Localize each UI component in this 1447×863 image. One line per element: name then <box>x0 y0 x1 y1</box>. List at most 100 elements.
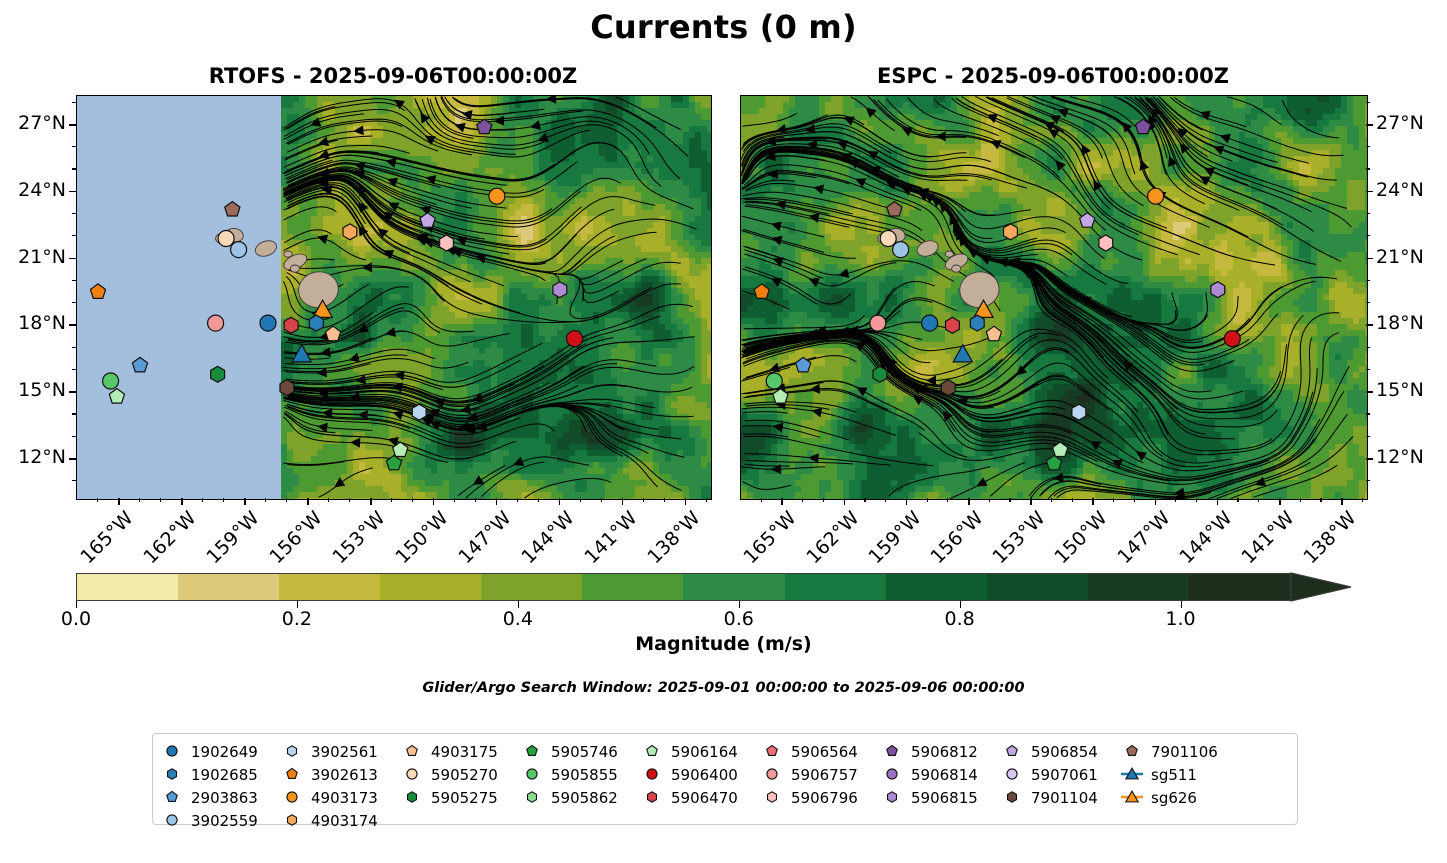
platform-marker-5906812[interactable] <box>1134 118 1152 135</box>
legend-item[interactable]: 5906164 <box>641 740 759 763</box>
platform-marker-1902685[interactable] <box>969 314 985 332</box>
platform-marker-3902559[interactable] <box>892 241 910 259</box>
platform-marker-sg511[interactable] <box>952 343 974 363</box>
platform-marker-7901104[interactable] <box>279 379 295 397</box>
platform-marker-5906400[interactable] <box>565 330 584 348</box>
platform-marker-3902613[interactable] <box>89 283 107 299</box>
platform-marker-sg626[interactable] <box>312 298 334 318</box>
legend-item[interactable]: 5906757 <box>761 763 879 786</box>
platform-marker-4903173[interactable] <box>1147 187 1165 205</box>
platform-marker-4903175[interactable] <box>985 325 1003 342</box>
x-minor-tickmark <box>600 498 603 502</box>
platform-marker-5906400[interactable] <box>1223 330 1241 348</box>
streamline <box>949 462 1026 499</box>
platform-marker-5905275[interactable] <box>210 365 226 383</box>
legend-item[interactable]: 5907061 <box>1001 763 1119 786</box>
platform-marker-7901106[interactable] <box>223 200 241 217</box>
legend-item[interactable]: 3902613 <box>281 763 399 786</box>
platform-marker-1902649[interactable] <box>921 314 939 332</box>
legend-marker-hexagon-icon <box>401 786 427 809</box>
legend-item[interactable]: 5905270 <box>401 763 519 786</box>
legend-item[interactable]: 1902685 <box>161 763 279 786</box>
legend-label: 7901106 <box>1151 742 1218 761</box>
platform-marker-sg511[interactable] <box>291 343 313 363</box>
streamline <box>745 179 795 191</box>
platform-marker-5906757[interactable] <box>869 314 887 332</box>
legend-item[interactable]: 5906815 <box>881 786 999 809</box>
platform-marker-sg626[interactable] <box>972 298 995 318</box>
platform-marker-5905270[interactable] <box>217 229 235 248</box>
platform-marker-5906812[interactable] <box>475 118 493 135</box>
legend-item[interactable]: 4903175 <box>401 740 519 763</box>
platform-marker-5905855[interactable] <box>765 372 783 390</box>
platform-marker-4903174[interactable] <box>1002 223 1018 241</box>
legend-item[interactable]: 5906796 <box>761 786 879 809</box>
platform-marker-2903863[interactable] <box>794 356 812 373</box>
x-minor-tickmark <box>885 498 887 502</box>
platform-marker-1902649[interactable] <box>259 314 277 332</box>
platform-marker-5905746[interactable] <box>1045 454 1063 471</box>
legend-item[interactable]: 5906400 <box>641 763 759 786</box>
legend-marker-pentagon-icon <box>1121 740 1147 763</box>
platform-marker-5906815[interactable] <box>1210 281 1226 299</box>
platform-marker-3902613[interactable] <box>753 283 771 299</box>
streamline <box>283 357 469 373</box>
platform-marker-5906796[interactable] <box>1098 234 1114 252</box>
legend-item[interactable]: 7901106 <box>1121 740 1271 763</box>
legend-item[interactable]: 1902649 <box>161 740 279 763</box>
platform-marker-7901104[interactable] <box>940 379 956 397</box>
legend-marker-circle-icon <box>521 763 547 786</box>
map-panel-rtofs[interactable] <box>76 95 712 500</box>
platform-marker-5906470[interactable] <box>944 316 960 334</box>
legend-item[interactable]: 4903173 <box>281 786 399 809</box>
platform-marker-5906757[interactable] <box>207 314 225 332</box>
platform-marker-5905746[interactable] <box>385 454 403 471</box>
platform-marker-3902559[interactable] <box>230 241 248 259</box>
streamline <box>1053 390 1345 499</box>
legend-item[interactable]: 5906564 <box>761 740 879 763</box>
platform-marker-4903175[interactable] <box>324 325 342 342</box>
legend-item[interactable]: 7901104 <box>1001 786 1119 809</box>
legend-item[interactable]: 5905275 <box>401 786 519 809</box>
platform-marker-5906854[interactable] <box>419 211 436 228</box>
platform-marker-2903863[interactable] <box>131 356 149 373</box>
streamline-arrow <box>856 387 868 397</box>
legend-item[interactable]: sg511 <box>1121 763 1271 786</box>
platform-marker-5906164[interactable] <box>108 387 126 404</box>
platform-markers[interactable] <box>753 118 1241 471</box>
platform-legend[interactable]: 1902649 1902685 2903863 3902559 3902561 39026… <box>152 733 1298 830</box>
platform-marker-3902561[interactable] <box>411 403 427 421</box>
legend-item[interactable]: 2903863 <box>161 786 279 809</box>
legend-item[interactable]: 5906854 <box>1001 740 1119 763</box>
platform-marker-4903173[interactable] <box>488 187 506 205</box>
platform-marker-5905270[interactable] <box>879 229 897 248</box>
legend-item[interactable]: 5905862 <box>521 786 639 809</box>
platform-marker-5906164b[interactable] <box>1051 441 1069 458</box>
legend-item[interactable]: sg626 <box>1121 786 1271 809</box>
platform-marker-1902685[interactable] <box>308 314 324 332</box>
map-panel-espc[interactable] <box>740 95 1368 500</box>
legend-item[interactable]: 5906812 <box>881 740 999 763</box>
platform-marker-5905855[interactable] <box>101 372 120 390</box>
colorbar <box>76 572 1366 602</box>
legend-item[interactable]: 4903174 <box>281 809 399 832</box>
legend-item[interactable]: 5905855 <box>521 763 639 786</box>
platform-marker-5906815[interactable] <box>552 281 568 299</box>
legend-item[interactable]: 3902559 <box>161 809 279 832</box>
legend-item[interactable]: 3902561 <box>281 740 399 763</box>
platform-marker-3902561[interactable] <box>1071 403 1087 421</box>
legend-item[interactable]: 5905746 <box>521 740 639 763</box>
platform-marker-5906854[interactable] <box>1078 211 1096 228</box>
legend-item[interactable]: 5906814 <box>881 763 999 786</box>
platform-marker-5906796[interactable] <box>439 234 454 252</box>
streamline-arrow <box>388 202 400 212</box>
platform-marker-5906164b[interactable] <box>391 441 409 458</box>
platform-marker-5905275[interactable] <box>872 365 888 383</box>
platform-marker-4903174[interactable] <box>342 223 358 241</box>
platform-marker-5906470[interactable] <box>283 316 299 334</box>
legend-item[interactable]: 5906470 <box>641 786 759 809</box>
platform-marker-5906164[interactable] <box>772 387 789 404</box>
platform-markers[interactable] <box>89 118 584 471</box>
streamline <box>286 337 614 408</box>
platform-marker-7901106[interactable] <box>886 200 903 217</box>
